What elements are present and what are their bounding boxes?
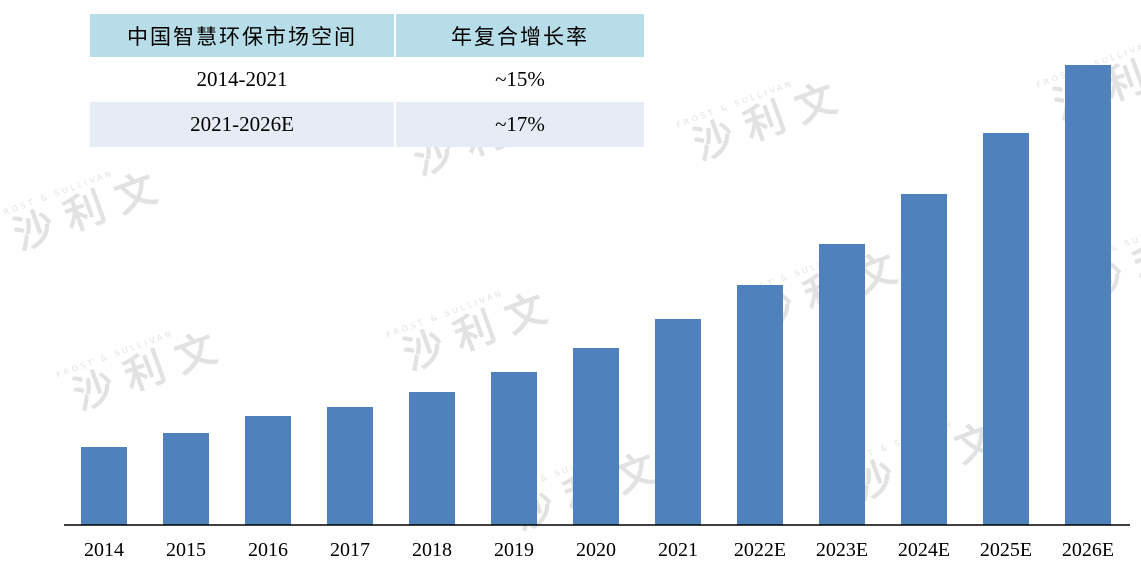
header-market-space: 中国智慧环保市场空间	[90, 14, 396, 57]
table-row: 2014-2021 ~15%	[90, 57, 644, 102]
cagr-table-header-row: 中国智慧环保市场空间 年复合增长率	[90, 14, 644, 57]
bar-2020	[573, 348, 619, 525]
x-tick-label-2022E: 2022E	[734, 539, 786, 561]
period-cell: 2014-2021	[90, 57, 396, 102]
x-tick-label-2019: 2019	[494, 539, 534, 561]
table-row: 2021-2026E ~17%	[90, 102, 644, 147]
period-cell: 2021-2026E	[90, 102, 396, 147]
bar-2019	[491, 372, 537, 525]
bar-2015	[163, 433, 209, 525]
bar-2017	[327, 407, 373, 525]
x-tick-label-2015: 2015	[166, 539, 206, 561]
x-tick-labels: 2014 2015 2016 2017 2018 2019 2020 2021 2022E 202…	[84, 539, 1114, 561]
bar-2022E	[737, 285, 783, 525]
bar-2023E	[819, 244, 865, 525]
bars-group	[81, 65, 1111, 525]
x-tick-label-2016: 2016	[248, 539, 288, 561]
bar-2018	[409, 392, 455, 525]
x-tick-label-2024E: 2024E	[898, 539, 950, 561]
x-tick-label-2026E: 2026E	[1062, 539, 1114, 561]
x-tick-label-2021: 2021	[658, 539, 698, 561]
bar-2026E	[1065, 65, 1111, 525]
x-tick-label-2018: 2018	[412, 539, 452, 561]
cagr-cell: ~17%	[396, 102, 644, 147]
x-tick-label-2025E: 2025E	[980, 539, 1032, 561]
bar-2014	[81, 447, 127, 525]
header-cagr: 年复合增长率	[396, 14, 644, 57]
x-tick-label-2017: 2017	[330, 539, 370, 561]
bar-2016	[245, 416, 291, 525]
bar-2025E	[983, 133, 1029, 525]
bar-2024E	[901, 194, 947, 525]
cagr-cell: ~15%	[396, 57, 644, 102]
x-tick-label-2020: 2020	[576, 539, 616, 561]
x-tick-label-2014: 2014	[84, 539, 124, 561]
x-tick-label-2023E: 2023E	[816, 539, 868, 561]
cagr-table: 中国智慧环保市场空间 年复合增长率 2014-2021 ~15% 2021-20…	[90, 14, 644, 147]
bar-2021	[655, 319, 701, 525]
